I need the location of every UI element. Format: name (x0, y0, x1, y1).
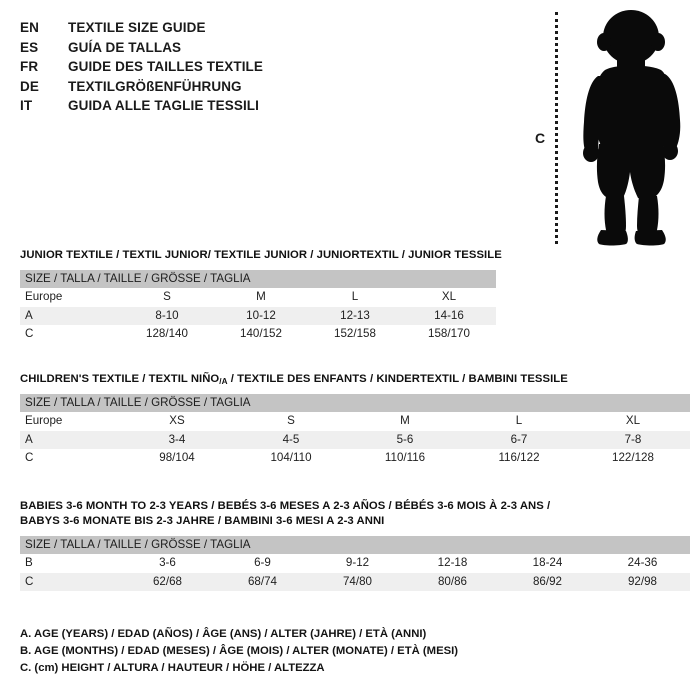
language-title: GUIDE DES TAILLES TEXTILE (68, 59, 264, 74)
row-label: C (20, 325, 120, 344)
cell: 3-6 (120, 554, 215, 573)
language-code: IT (20, 98, 33, 113)
cell: 98/104 (120, 449, 234, 468)
cell: 80/86 (405, 572, 500, 591)
cell: S (120, 288, 214, 307)
row-label: B (20, 554, 120, 573)
size-header-label: SIZE / TALLA / TAILLE / GRÖSSE / TAGLIA (20, 270, 496, 288)
cell: 122/128 (576, 449, 690, 468)
section-title-line1: BABIES 3-6 MONTH TO 2-3 YEARS / BEBÉS 3-… (20, 500, 551, 512)
toddler-silhouette-icon (583, 10, 681, 246)
section-babies-textile: BABIES 3-6 MONTH TO 2-3 YEARS / BEBÉS 3-… (0, 499, 700, 591)
size-header-label: SIZE / TALLA / TAILLE / GRÖSSE / TAGLIA (20, 394, 690, 412)
footnote-b: B. AGE (MONTHS) / EDAD (MESES) / ÂGE (MO… (20, 645, 459, 657)
cell: 86/92 (500, 572, 595, 591)
row-label: C (20, 449, 120, 468)
cell: XL (402, 288, 496, 307)
cell: 6-9 (215, 554, 310, 573)
junior-size-table: SIZE / TALLA / TAILLE / GRÖSSE / TAGLIA … (20, 270, 496, 344)
cell: 110/116 (348, 449, 462, 468)
row-label: A (20, 430, 120, 449)
legend-footnotes: A. AGE (YEARS) / EDAD (AÑOS) / ÂGE (ANS)… (20, 626, 520, 677)
section-title: JUNIOR TEXTILE / TEXTIL JUNIOR/ TEXTILE … (20, 249, 502, 261)
table-row: Europe S M L XL (20, 288, 496, 307)
section-title-post: / TEXTILE DES ENFANTS / KINDERTEXTIL / B… (227, 373, 568, 385)
cell: XL (576, 412, 690, 431)
language-title: GUIDA ALLE TAGLIE TESSILI (68, 98, 259, 113)
language-row-es: ES GUÍA DE TALLAS (20, 40, 490, 60)
cell: 5-6 (348, 430, 462, 449)
cell: 6-7 (462, 430, 576, 449)
cell: 10-12 (214, 306, 308, 325)
table-row: C 62/68 68/74 74/80 80/86 86/92 92/98 (20, 572, 690, 591)
language-code: ES (20, 39, 39, 55)
language-row-it: IT GUIDA ALLE TAGLIE TESSILI (20, 98, 490, 118)
cell: 3-4 (120, 430, 234, 449)
language-code: FR (20, 59, 39, 74)
cell: 116/122 (462, 449, 576, 468)
measure-label-c: C (535, 130, 546, 146)
cell: 158/170 (402, 325, 496, 344)
table-row: C 128/140 140/152 152/158 158/170 (20, 325, 496, 344)
section-title-sub: /A (219, 377, 228, 386)
language-title: GUÍA DE TALLAS (68, 39, 182, 55)
babies-size-table: SIZE / TALLA / TAILLE / GRÖSSE / TAGLIA … (20, 536, 690, 591)
cell: L (308, 288, 402, 307)
section-title: CHILDREN'S TEXTILE / TEXTIL NIÑO/A / TEX… (20, 372, 700, 387)
section-title-line2: BABYS 3-6 MONATE BIS 2-3 JAHRE / BAMBINI… (20, 515, 385, 527)
cell: 128/140 (120, 325, 214, 344)
cell: 12-18 (405, 554, 500, 573)
language-title: TEXTILE SIZE GUIDE (68, 20, 206, 35)
table-row: Europe XS S M L XL (20, 412, 690, 431)
language-code: EN (20, 20, 39, 35)
row-label: Europe (20, 288, 120, 307)
row-label: C (20, 572, 120, 591)
row-label: Europe (20, 412, 120, 431)
cell: 12-13 (308, 306, 402, 325)
section-title-pre: CHILDREN'S TEXTILE / TEXTIL NIÑO (20, 373, 220, 385)
cell: M (214, 288, 308, 307)
language-row-fr: FR GUIDE DES TAILLES TEXTILE (20, 59, 490, 79)
table-header-row: SIZE / TALLA / TAILLE / GRÖSSE / TAGLIA (20, 394, 690, 412)
footnote-a: A. AGE (YEARS) / EDAD (AÑOS) / ÂGE (ANS)… (20, 628, 427, 640)
cell: 92/98 (595, 572, 690, 591)
children-size-table: SIZE / TALLA / TAILLE / GRÖSSE / TAGLIA … (20, 394, 690, 468)
language-code: DE (20, 78, 39, 94)
language-title: TEXTILGRÖßENFÜHRUNG (68, 78, 242, 94)
row-label: A (20, 306, 120, 325)
cell: XS (120, 412, 234, 431)
cell: 14-16 (402, 306, 496, 325)
language-row-en: EN TEXTILE SIZE GUIDE (20, 20, 490, 40)
section-children-textile: CHILDREN'S TEXTILE / TEXTIL NIÑO/A / TEX… (0, 372, 700, 468)
section-junior-textile: JUNIOR TEXTILE / TEXTIL JUNIOR/ TEXTILE … (0, 248, 700, 344)
table-row: C 98/104 104/110 110/116 116/122 122/128 (20, 449, 690, 468)
table-header-row: SIZE / TALLA / TAILLE / GRÖSSE / TAGLIA (20, 270, 496, 288)
cell: 140/152 (214, 325, 308, 344)
language-row-de: DE TEXTILGRÖßENFÜHRUNG (20, 79, 490, 99)
size-header-label: SIZE / TALLA / TAILLE / GRÖSSE / TAGLIA (20, 536, 690, 554)
cell: 62/68 (120, 572, 215, 591)
dotted-measure-line-icon (555, 12, 558, 244)
cell: 24-36 (595, 554, 690, 573)
cell: 18-24 (500, 554, 595, 573)
table-row: B 3-6 6-9 9-12 12-18 18-24 24-36 (20, 554, 690, 573)
cell: L (462, 412, 576, 431)
cell: 152/158 (308, 325, 402, 344)
language-title-list: EN TEXTILE SIZE GUIDE ES GUÍA DE TALLAS … (20, 20, 490, 118)
cell: 104/110 (234, 449, 348, 468)
table-header-row: SIZE / TALLA / TAILLE / GRÖSSE / TAGLIA (20, 536, 690, 554)
cell: 4-5 (234, 430, 348, 449)
footnote-c: C. (cm) HEIGHT / ALTURA / HAUTEUR / HÖHE… (20, 662, 325, 674)
cell: M (348, 412, 462, 431)
cell: 8-10 (120, 306, 214, 325)
cell: 7-8 (576, 430, 690, 449)
height-measurement-diagram: C (505, 8, 700, 246)
table-row: A 3-4 4-5 5-6 6-7 7-8 (20, 430, 690, 449)
cell: 74/80 (310, 572, 405, 591)
cell: 68/74 (215, 572, 310, 591)
cell: S (234, 412, 348, 431)
cell: 9-12 (310, 554, 405, 573)
table-row: A 8-10 10-12 12-13 14-16 (20, 306, 496, 325)
